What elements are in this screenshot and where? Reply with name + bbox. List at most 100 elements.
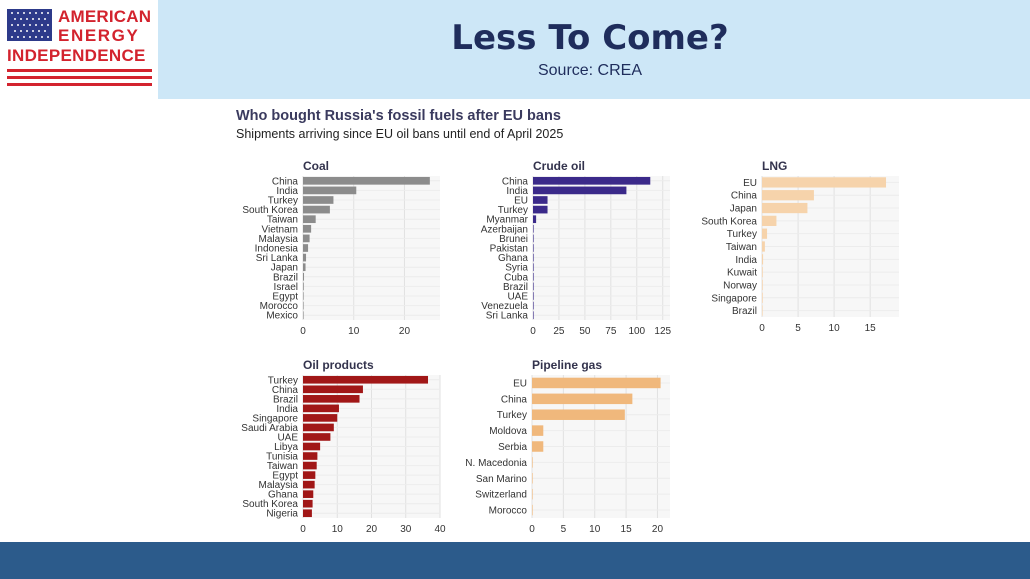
oil-products-tick-label: 20	[366, 524, 378, 535]
crude-oil-category-label: Brunei	[499, 234, 528, 245]
pipeline-gas-category-label: Switzerland	[475, 490, 527, 501]
lng-bar	[762, 305, 763, 316]
lng-tick-label: 15	[865, 323, 877, 334]
oil-products-bar	[303, 414, 338, 422]
oil-products-category-label: Saudi Arabia	[241, 423, 298, 434]
oil-products-category-label: Egypt	[272, 471, 298, 482]
coal-category-label: Japan	[271, 263, 298, 274]
pipeline-gas-category-label: Serbia	[498, 442, 527, 453]
coal-category-label: Vietnam	[261, 224, 298, 235]
oil-products-panel-title: Oil products	[303, 358, 374, 372]
lng-bar	[762, 228, 768, 239]
coal-bar	[303, 263, 306, 272]
pipeline-gas-category-label: China	[501, 394, 528, 405]
lng-panel-title: LNG	[762, 159, 787, 173]
coal-category-label: Israel	[274, 282, 298, 293]
coal-category-label: India	[276, 186, 298, 197]
oil-products-category-label: South Korea	[242, 499, 298, 510]
lng-bar	[762, 254, 764, 265]
crude-oil-tick-label: 125	[654, 326, 671, 337]
coal-bar	[303, 292, 304, 300]
crude-oil-category-label: Myanmar	[486, 215, 528, 226]
coal-bar	[303, 234, 310, 243]
crude-oil-panel-title: Crude oil	[533, 159, 585, 173]
lng-bar	[762, 292, 763, 303]
lng-bar	[762, 241, 765, 252]
lng-category-label: Kuwait	[727, 268, 757, 279]
coal-category-label: Egypt	[272, 292, 298, 303]
oil-products-bar	[303, 452, 318, 460]
oil-products-category-label: Singapore	[252, 413, 298, 424]
oil-products-category-label: Ghana	[268, 490, 298, 501]
coal-category-label: Turkey	[268, 196, 298, 207]
coal-category-label: China	[272, 176, 299, 187]
coal-tick-label: 10	[348, 326, 360, 337]
lng-category-label: China	[731, 191, 758, 202]
oil-products-bar	[303, 480, 315, 489]
oil-products-category-label: UAE	[277, 432, 298, 443]
lng-bar	[762, 177, 887, 188]
oil-products-category-label: Turkey	[268, 375, 298, 386]
pipeline-gas-category-label: N. Macedonia	[465, 458, 527, 469]
oil-products-tick-label: 30	[400, 524, 412, 535]
crude-oil-bar	[533, 196, 548, 204]
pipeline-gas-category-label: EU	[513, 378, 527, 389]
lng-bar	[762, 215, 777, 226]
lng-bar	[762, 267, 763, 278]
logo-text-energy: ENERGY	[58, 26, 140, 45]
crude-oil-bar	[533, 205, 548, 214]
crude-oil-bar	[533, 272, 534, 281]
oil-products-category-label: Malaysia	[259, 480, 299, 491]
crude-oil-tick-label: 75	[605, 326, 617, 337]
coal-panel-title: Coal	[303, 159, 329, 173]
coal-bar	[303, 253, 307, 262]
oil-products-bar	[303, 509, 312, 518]
pipeline-gas-category-label: Turkey	[497, 410, 527, 421]
oil-products-category-label: Libya	[274, 442, 298, 453]
coal-bar	[303, 186, 357, 195]
lng-category-label: South Korea	[701, 216, 757, 227]
logo-text-independence: INDEPENDENCE	[7, 46, 146, 65]
crude-oil-bar	[533, 215, 537, 224]
oil-products-bar	[303, 395, 360, 403]
crude-oil-bar	[533, 263, 534, 272]
crude-oil-category-label: Brazil	[503, 282, 528, 293]
oil-products-bar	[303, 499, 313, 508]
oil-products-bar	[303, 385, 363, 394]
slide-source: Source: CREA	[537, 62, 643, 79]
crude-oil-bar	[533, 311, 534, 320]
crude-oil-bar	[533, 301, 534, 310]
header-banner: AMERICAN ENERGY INDEPENDENCE Less To Com…	[0, 0, 1030, 99]
crude-oil-category-label: Cuba	[504, 272, 528, 283]
oil-products-bar	[303, 423, 334, 432]
oil-products-category-label: Tunisia	[266, 452, 298, 463]
oil-products-bar	[303, 404, 339, 413]
footer-bar	[0, 542, 1030, 579]
slide-title: Less To Come?	[451, 18, 729, 58]
crude-oil-tick-label: 25	[553, 326, 565, 337]
logo: AMERICAN ENERGY INDEPENDENCE	[0, 0, 158, 99]
crude-oil-category-label: EU	[514, 196, 528, 207]
oil-products-bar	[303, 375, 429, 384]
coal-category-label: Mexico	[266, 311, 298, 322]
crude-oil-category-label: Sri Lanka	[486, 311, 529, 322]
crude-oil-category-label: Venezuela	[481, 301, 528, 312]
crude-oil-bar	[533, 224, 534, 233]
lng-category-label: Japan	[730, 204, 757, 215]
pipeline-gas-tick-label: 0	[529, 524, 535, 535]
pipeline-gas-bar	[532, 504, 533, 516]
lng-category-label: Taiwan	[726, 242, 757, 253]
oil-products-bar	[303, 442, 321, 451]
oil-products-category-label: India	[276, 404, 298, 415]
coal-category-label: South Korea	[242, 205, 298, 216]
lng-category-label: Turkey	[727, 229, 757, 240]
crude-oil-category-label: India	[506, 186, 528, 197]
crude-oil-bar	[533, 186, 627, 195]
logo-text-american: AMERICAN	[58, 7, 152, 26]
crude-oil-tick-label: 100	[628, 326, 645, 337]
pipeline-gas-tick-label: 10	[589, 524, 601, 535]
crude-oil-bar	[533, 176, 651, 185]
oil-products-category-label: Brazil	[273, 394, 298, 405]
pipeline-gas-bar	[532, 488, 533, 500]
